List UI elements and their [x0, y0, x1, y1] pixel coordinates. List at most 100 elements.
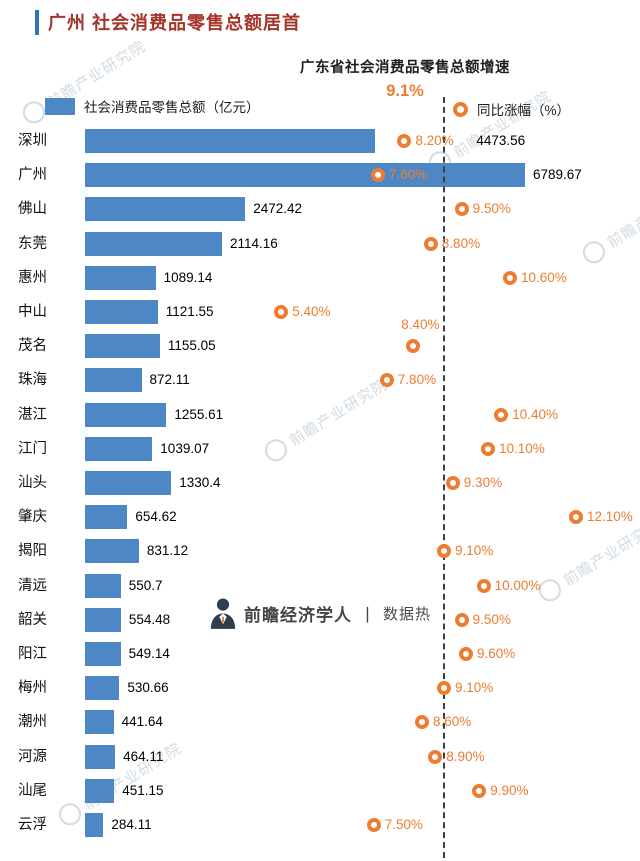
growth-label: 9.50%	[472, 201, 511, 217]
bar	[85, 710, 114, 735]
bar	[85, 231, 222, 256]
bar	[85, 402, 167, 427]
growth-marker	[437, 544, 451, 559]
bar-value-label: 1089.14	[163, 269, 213, 285]
growth-label: 12.10%	[587, 509, 633, 525]
growth-label: 5.40%	[292, 304, 331, 319]
growth-marker	[476, 578, 491, 593]
bar-value-label: 831.12	[146, 543, 189, 559]
growth-label: 9.50%	[472, 611, 511, 627]
growth-legend-label: 同比涨幅（%）	[477, 103, 571, 118]
reference-annotation-text: 广东省社会消费品零售总额增速	[300, 60, 510, 76]
bar	[85, 607, 121, 632]
city-label: 清远	[18, 577, 47, 594]
city-label: 惠州	[18, 269, 47, 286]
bar-value-label: 2114.16	[230, 235, 278, 251]
bar-value-label: 4473.56	[476, 133, 526, 148]
growth-marker	[459, 647, 473, 661]
bar-value-label: 554.48	[128, 611, 171, 627]
bar	[85, 300, 158, 324]
city-label: 珠海	[18, 372, 47, 389]
growth-marker	[379, 373, 394, 388]
bar	[85, 129, 375, 153]
bar	[85, 265, 156, 290]
growth-label: 10.60%	[521, 269, 567, 285]
city-label: 茂名	[18, 338, 47, 355]
bar-value-label: 549.14	[128, 646, 170, 661]
bar	[85, 471, 172, 495]
city-label: 梅州	[18, 680, 47, 697]
growth-label: 8.60%	[433, 714, 472, 730]
watermark-text: 前瞻产业研究院	[286, 375, 391, 450]
growth-label: 10.00%	[494, 577, 541, 593]
growth-label: 10.10%	[499, 440, 545, 456]
brand-watermark-suffix: 数据热	[383, 605, 432, 623]
bar-value-label: 2472.42	[253, 201, 302, 217]
growth-marker	[445, 476, 460, 490]
bar	[85, 813, 104, 837]
growth-label: 7.60%	[389, 167, 428, 183]
growth-label: 8.80%	[441, 235, 481, 251]
legend-markers: 同比涨幅（%）	[453, 99, 570, 119]
city-label: 佛山	[18, 201, 47, 218]
growth-label: 9.90%	[490, 782, 529, 798]
reference-annotation-value: 9.1%	[386, 82, 424, 100]
watermark-text: 前瞻产业研究院	[604, 177, 640, 252]
bar	[85, 334, 160, 359]
growth-marker	[494, 407, 509, 422]
growth-label: 10.40%	[512, 406, 558, 422]
city-label: 深圳	[18, 133, 47, 149]
bar-value-label: 1255.61	[174, 406, 224, 422]
growth-label: 7.80%	[397, 372, 437, 388]
bar-value-label: 872.11	[149, 372, 190, 388]
city-label: 揭阳	[18, 543, 47, 560]
diagonal-watermark: 前瞻产业研究院	[260, 373, 391, 466]
growth-label: 9.10%	[455, 680, 494, 696]
bar-legend-swatch	[45, 97, 75, 115]
growth-label: 8.20%	[415, 133, 454, 148]
bar-value-label: 530.66	[127, 680, 169, 696]
bar-value-label: 1039.07	[160, 440, 210, 456]
growth-marker	[454, 202, 469, 217]
bar	[85, 573, 121, 598]
bar-value-label: 441.64	[121, 714, 163, 730]
growth-marker	[428, 749, 443, 764]
bar-value-label: 654.62	[135, 509, 177, 525]
growth-marker	[406, 339, 421, 354]
watermark-logo-icon	[54, 799, 86, 830]
brand-watermark: 前瞻经济学人 丨 数据热	[209, 596, 431, 630]
watermark-logo-icon	[260, 435, 292, 466]
city-label: 云浮	[18, 817, 47, 833]
growth-marker	[366, 818, 381, 832]
growth-marker	[437, 681, 451, 696]
bar-legend-label: 社会消费品零售总额（亿元）	[84, 100, 260, 115]
bar-value-label: 6789.67	[533, 167, 582, 183]
diagonal-watermark: 前瞻产业研究院	[578, 175, 640, 268]
bar-value-label: 451.15	[122, 782, 164, 798]
legend-bars: 社会消费品零售总额（亿元）	[45, 96, 260, 116]
city-label: 韶关	[18, 611, 47, 628]
brand-watermark-name: 前瞻经济学人	[244, 605, 352, 625]
city-label: 湛江	[18, 406, 47, 423]
growth-marker	[371, 168, 385, 183]
growth-marker	[415, 715, 429, 730]
bar	[85, 744, 116, 769]
bar	[85, 642, 121, 666]
city-label: 河源	[18, 748, 47, 765]
growth-label: 9.30%	[463, 475, 503, 490]
growth-marker	[481, 441, 495, 456]
watermark-logo-icon	[578, 237, 610, 268]
growth-marker	[569, 510, 583, 525]
chart-header: 广州 社会消费品零售总额居首	[35, 9, 301, 35]
city-label: 汕尾	[18, 782, 47, 799]
city-label: 中山	[18, 304, 47, 320]
title-accent-bar	[35, 9, 39, 35]
city-label: 江门	[18, 440, 47, 457]
bar-value-label: 284.11	[111, 817, 152, 832]
city-label: 广州	[18, 167, 47, 184]
growth-marker	[423, 236, 438, 251]
growth-legend-icon	[453, 101, 468, 117]
growth-label: 8.40%	[401, 317, 440, 333]
growth-marker	[397, 134, 412, 148]
